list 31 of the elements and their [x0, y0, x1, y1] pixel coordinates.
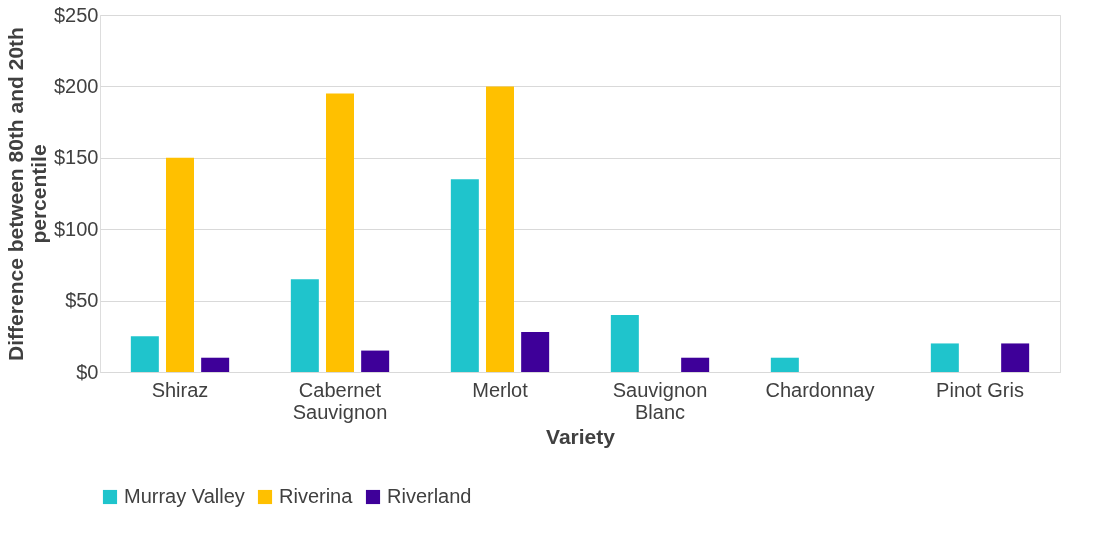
y-tick-label: $250 — [54, 3, 99, 26]
legend-label: Murray Valley — [124, 485, 245, 507]
x-tick-label: Chardonnay — [765, 378, 875, 401]
x-tick-label: Merlot — [472, 378, 529, 401]
x-tick-label: Cabernet Sauvignon — [292, 378, 388, 423]
bar — [326, 93, 354, 372]
bar — [930, 343, 959, 372]
bar — [1001, 343, 1030, 372]
x-axis-title: Variety — [546, 424, 616, 448]
bar — [610, 314, 639, 372]
bar — [290, 279, 319, 372]
bar — [681, 357, 710, 372]
x-tick-label: Sauvignon Blanc — [612, 378, 708, 423]
y-tick-label: $0 — [76, 360, 99, 383]
y-tick-label: $50 — [65, 289, 99, 312]
legend-label: Riverina — [279, 485, 354, 507]
bar — [770, 357, 799, 372]
y-tick-label: $200 — [54, 74, 99, 97]
bar — [486, 86, 514, 372]
bar — [361, 350, 390, 372]
bar — [130, 336, 159, 372]
x-tick-label: Shiraz — [151, 378, 209, 401]
y-axis-title: Difference between 80th and 20th percentile — [4, 27, 51, 361]
bar — [166, 157, 194, 372]
bar — [450, 179, 479, 372]
y-tick-label: $100 — [54, 217, 99, 240]
x-tick-label: Pinot Gris — [936, 378, 1024, 401]
bar — [521, 332, 550, 372]
bar — [201, 357, 230, 372]
y-tick-label: $150 — [54, 146, 99, 169]
legend-label: Riverland — [387, 485, 472, 507]
